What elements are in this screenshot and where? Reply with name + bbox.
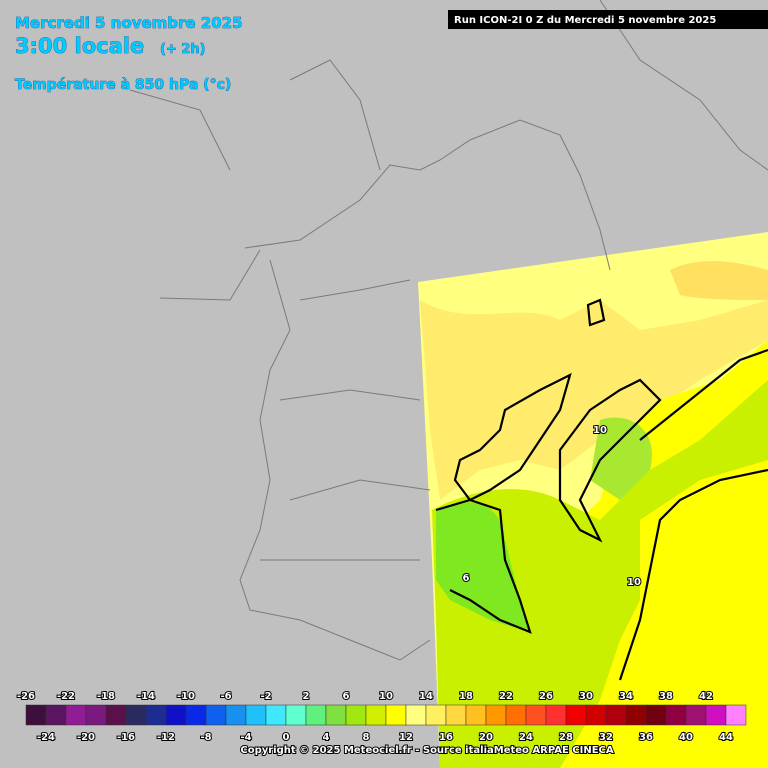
legend-swatch — [125, 704, 147, 726]
border — [244, 119, 611, 271]
legend-label: -10 — [177, 691, 195, 702]
legend-label: -2 — [260, 691, 271, 702]
legend-label: 40 — [679, 732, 693, 743]
legend-swatch — [405, 704, 427, 726]
legend-swatch — [325, 704, 347, 726]
contour-label: 6 — [463, 573, 470, 584]
offset: (+ 2h) — [160, 42, 206, 57]
lime-area — [590, 417, 652, 500]
legend-label: -20 — [77, 732, 95, 743]
legend-swatch — [245, 704, 267, 726]
contour — [558, 378, 662, 543]
legend: -26-24-22-20-18-16-14-12-10-8-6-4-202468… — [16, 690, 747, 744]
legend-swatch — [45, 704, 67, 726]
legend-swatch — [25, 704, 47, 726]
legend-label: -14 — [137, 691, 155, 702]
legend-swatch — [285, 704, 307, 726]
legend-swatch — [665, 704, 687, 726]
legend-swatch — [185, 704, 207, 726]
legend-swatch — [385, 704, 407, 726]
legend-label: 44 — [719, 732, 733, 743]
legend-swatch — [145, 704, 167, 726]
legend-label: -24 — [37, 732, 55, 743]
lime-area — [432, 380, 768, 768]
contour — [453, 372, 572, 502]
legend-swatch — [425, 704, 447, 726]
copyright: Copyright © 2025 Meteociel.fr - Source i… — [240, 745, 614, 756]
legend-label: -26 — [17, 691, 35, 702]
legend-label: -16 — [117, 732, 135, 743]
legend-swatch — [645, 704, 667, 726]
legend-label: 16 — [439, 732, 453, 743]
legend-label: -4 — [240, 732, 251, 743]
contour — [586, 298, 606, 327]
legend-swatch — [205, 704, 227, 726]
legend-label: 34 — [619, 691, 633, 702]
legend-swatch — [725, 704, 747, 726]
legend-swatch — [525, 704, 547, 726]
legend-swatch — [505, 704, 527, 726]
date: Mercredi 5 novembre 2025 — [15, 14, 243, 32]
legend-label: -8 — [200, 732, 211, 743]
legend-label: 32 — [599, 732, 613, 743]
legend-swatch — [305, 704, 327, 726]
legend-swatch — [565, 704, 587, 726]
legend-swatch — [105, 704, 127, 726]
legend-swatch — [685, 704, 707, 726]
legend-swatch — [85, 704, 107, 726]
legend-label: -22 — [57, 691, 75, 702]
green-area — [436, 502, 530, 632]
legend-swatch — [585, 704, 607, 726]
border — [260, 279, 431, 561]
legend-label: 36 — [639, 732, 653, 743]
legend-label: 20 — [479, 732, 493, 743]
legend-swatch — [65, 704, 87, 726]
legend-swatch — [485, 704, 507, 726]
legend-swatch — [225, 704, 247, 726]
run-box — [448, 10, 768, 29]
legend-label: 26 — [539, 691, 553, 702]
legend-swatch — [365, 704, 387, 726]
legend-label: 22 — [499, 691, 513, 702]
coastline — [129, 0, 768, 171]
contour-label: 10 — [627, 577, 641, 588]
warm-patch — [420, 300, 768, 500]
legend-label: 42 — [699, 691, 713, 702]
legend-label: 14 — [419, 691, 433, 702]
legend-label: 18 — [459, 691, 473, 702]
run-info: Run ICON-2I 0 Z du Mercredi 5 novembre 2… — [454, 15, 716, 26]
variable: Température à 850 hPa (°c) — [15, 77, 231, 93]
legend-swatch — [445, 704, 467, 726]
legend-label: 4 — [323, 732, 330, 743]
coastline — [159, 249, 431, 661]
local-time: 3:00 locale — [15, 34, 144, 58]
legend-swatch — [605, 704, 627, 726]
legend-label: -18 — [97, 691, 115, 702]
legend-label: 8 — [363, 732, 370, 743]
legend-label: 0 — [283, 732, 290, 743]
legend-swatch — [465, 704, 487, 726]
warm-patch — [670, 261, 768, 300]
yellow-area — [640, 460, 768, 768]
legend-label: 24 — [519, 732, 533, 743]
legend-label: 6 — [343, 691, 350, 702]
legend-swatch — [545, 704, 567, 726]
legend-label: 12 — [399, 732, 413, 743]
contour — [618, 348, 768, 681]
legend-label: 38 — [659, 691, 673, 702]
legend-label: -12 — [157, 732, 175, 743]
legend-label: 2 — [303, 691, 310, 702]
legend-label: 10 — [379, 691, 393, 702]
legend-swatch — [265, 704, 287, 726]
contour — [435, 498, 532, 634]
legend-swatch — [165, 704, 187, 726]
legend-swatch — [625, 704, 647, 726]
contour-label: 10 — [593, 425, 607, 436]
legend-label: 30 — [579, 691, 593, 702]
legend-label: -6 — [220, 691, 231, 702]
legend-swatch — [705, 704, 727, 726]
legend-swatch — [345, 704, 367, 726]
legend-label: 28 — [559, 732, 573, 743]
